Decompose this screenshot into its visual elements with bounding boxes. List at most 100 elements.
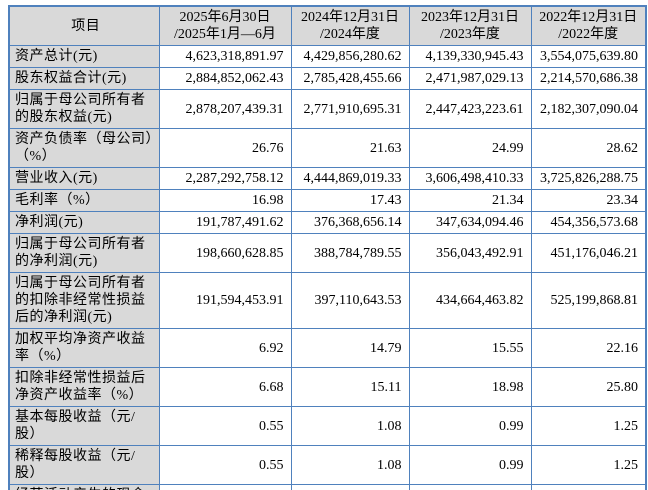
- row-value: 347,634,094.46: [408, 211, 532, 234]
- row-value: 25.80: [530, 367, 647, 407]
- row-value: 6.68: [158, 367, 292, 407]
- row-value: 4,139,330,945.43: [408, 45, 532, 68]
- table-row: 营业收入(元) 2,287,292,758.12 4,444,869,019.33 3…: [8, 167, 647, 190]
- row-label: 基本每股收益（元/股）: [8, 406, 160, 446]
- row-label: 归属于母公司所有者的净利润(元): [8, 233, 160, 273]
- row-value: 2,878,207,439.31: [158, 89, 292, 129]
- row-label: 归属于母公司所有者的扣除非经常性损益后的净利润(元): [8, 272, 160, 329]
- period-range: /2023年度: [440, 27, 500, 42]
- row-value: 525,199,868.81: [530, 272, 647, 329]
- row-value: 454,356,573.68: [530, 211, 647, 234]
- row-value: 3,725,826,288.75: [530, 167, 647, 190]
- table-row: 毛利率（%） 16.98 17.43 21.34 23.34: [8, 189, 647, 212]
- column-header-period-2022: 2022年12月31日 /2022年度: [530, 5, 647, 46]
- table-body: 资产总计(元) 4,623,318,891.97 4,429,856,280.62 4…: [8, 45, 647, 490]
- row-value: 3,606,498,410.33: [408, 167, 532, 190]
- table-row: 资产负债率（母公司）（%） 26.76 21.63 24.99 28.62: [8, 128, 647, 168]
- row-label: 毛利率（%）: [8, 189, 160, 212]
- table-row: 股东权益合计(元) 2,884,852,062.43 2,785,428,455.6…: [8, 67, 647, 90]
- row-label: 经营活动产生的现金流量净额(元): [8, 484, 160, 490]
- table-row: 扣除非经常性损益后净资产收益率（%） 6.68 15.11 18.98 25.80: [8, 367, 647, 407]
- period-range: /2024年度: [320, 27, 380, 42]
- column-header-item: 项目: [8, 5, 160, 46]
- row-value: 2,182,307,090.04: [530, 89, 647, 129]
- row-value: 16.98: [158, 189, 292, 212]
- period-date: 2025年6月30日: [179, 10, 271, 25]
- period-date: 2022年12月31日: [539, 10, 638, 25]
- table-row: 归属于母公司所有者的净利润(元) 198,660,628.85 388,784,78…: [8, 233, 647, 273]
- row-value: 4,429,856,280.62: [290, 45, 410, 68]
- row-value: 1.25: [530, 406, 647, 446]
- row-value: 376,368,656.14: [290, 211, 410, 234]
- row-value: 15.55: [408, 328, 532, 368]
- row-value: 2,771,910,695.31: [290, 89, 410, 129]
- row-value: 21.34: [408, 189, 532, 212]
- row-value: 451,176,046.21: [530, 233, 647, 273]
- row-value: 191,594,453.91: [158, 272, 292, 329]
- row-label: 股东权益合计(元): [8, 67, 160, 90]
- row-value: 1.08: [290, 445, 410, 485]
- row-label: 稀释每股收益（元/股）: [8, 445, 160, 485]
- row-value: 21.63: [290, 128, 410, 168]
- row-value: 191,787,491.62: [158, 211, 292, 234]
- period-date: 2023年12月31日: [421, 10, 519, 25]
- financial-summary-table: 项目 2025年6月30日 /2025年1月—6月 2024年12月31日 /2…: [8, 5, 647, 490]
- table-row: 加权平均净资产收益率（%） 6.92 14.79 15.55 22.16: [8, 328, 647, 368]
- row-value: 0.55: [158, 445, 292, 485]
- row-value: 601,375,993.70: [530, 484, 647, 490]
- row-value: 28.62: [530, 128, 647, 168]
- row-label: 扣除非经常性损益后净资产收益率（%）: [8, 367, 160, 407]
- row-value: 434,664,463.82: [408, 272, 532, 329]
- row-label: 营业收入(元): [8, 167, 160, 190]
- table-row: 基本每股收益（元/股） 0.55 1.08 0.99 1.25: [8, 406, 647, 446]
- row-value: 2,471,987,029.13: [408, 67, 532, 90]
- column-header-period-2024: 2024年12月31日 /2024年度: [290, 5, 410, 46]
- table-row: 净利润(元) 191,787,491.62 376,368,656.14 347,63…: [8, 211, 647, 234]
- row-label: 资产总计(元): [8, 45, 160, 68]
- row-value: 354,646,554.80: [408, 484, 532, 490]
- table-row: 经营活动产生的现金流量净额(元)401,933,429.27202,391,08…: [8, 484, 647, 490]
- row-value: 18.98: [408, 367, 532, 407]
- row-value: 401,933,429.27: [158, 484, 292, 490]
- row-value: 356,043,492.91: [408, 233, 532, 273]
- row-label: 归属于母公司所有者的股东权益(元): [8, 89, 160, 129]
- row-value: 4,623,318,891.97: [158, 45, 292, 68]
- period-range: /2022年度: [558, 27, 619, 42]
- table-row: 归属于母公司所有者的股东权益(元) 2,878,207,439.31 2,771,9…: [8, 89, 647, 129]
- header-row: 项目 2025年6月30日 /2025年1月—6月 2024年12月31日 /2…: [8, 5, 647, 46]
- row-value: 17.43: [290, 189, 410, 212]
- row-label: 资产负债率（母公司）（%）: [8, 128, 160, 168]
- row-value: 2,214,570,686.38: [530, 67, 647, 90]
- row-value: 15.11: [290, 367, 410, 407]
- row-value: 0.99: [408, 445, 532, 485]
- period-range: /2025年1月—6月: [174, 27, 276, 42]
- row-value: 388,784,789.55: [290, 233, 410, 273]
- row-value: 26.76: [158, 128, 292, 168]
- row-value: 1.25: [530, 445, 647, 485]
- table-row: 稀释每股收益（元/股） 0.55 1.08 0.99 1.25: [8, 445, 647, 485]
- row-value: 4,444,869,019.33: [290, 167, 410, 190]
- row-value: 2,287,292,758.12: [158, 167, 292, 190]
- period-date: 2024年12月31日: [301, 10, 399, 25]
- row-value: 2,884,852,062.43: [158, 67, 292, 90]
- row-value: 22.16: [530, 328, 647, 368]
- row-value: 3,554,075,639.80: [530, 45, 647, 68]
- row-value: 198,660,628.85: [158, 233, 292, 273]
- row-value: 23.34: [530, 189, 647, 212]
- table-row: 归属于母公司所有者的扣除非经常性损益后的净利润(元) 191,594,453.91…: [8, 272, 647, 329]
- table-row: 资产总计(元) 4,623,318,891.97 4,429,856,280.62 4…: [8, 45, 647, 68]
- row-value: 0.99: [408, 406, 532, 446]
- row-value: 1.08: [290, 406, 410, 446]
- row-value: 0.55: [158, 406, 292, 446]
- row-value: 2,447,423,223.61: [408, 89, 532, 129]
- row-label: 加权平均净资产收益率（%）: [8, 328, 160, 368]
- row-value: 2,785,428,455.66: [290, 67, 410, 90]
- row-value: 202,391,086.19: [290, 484, 410, 490]
- row-value: 24.99: [408, 128, 532, 168]
- row-value: 397,110,643.53: [290, 272, 410, 329]
- row-value: 6.92: [158, 328, 292, 368]
- column-header-period-2025: 2025年6月30日 /2025年1月—6月: [158, 5, 292, 46]
- row-value: 14.79: [290, 328, 410, 368]
- column-header-period-2023: 2023年12月31日 /2023年度: [408, 5, 532, 46]
